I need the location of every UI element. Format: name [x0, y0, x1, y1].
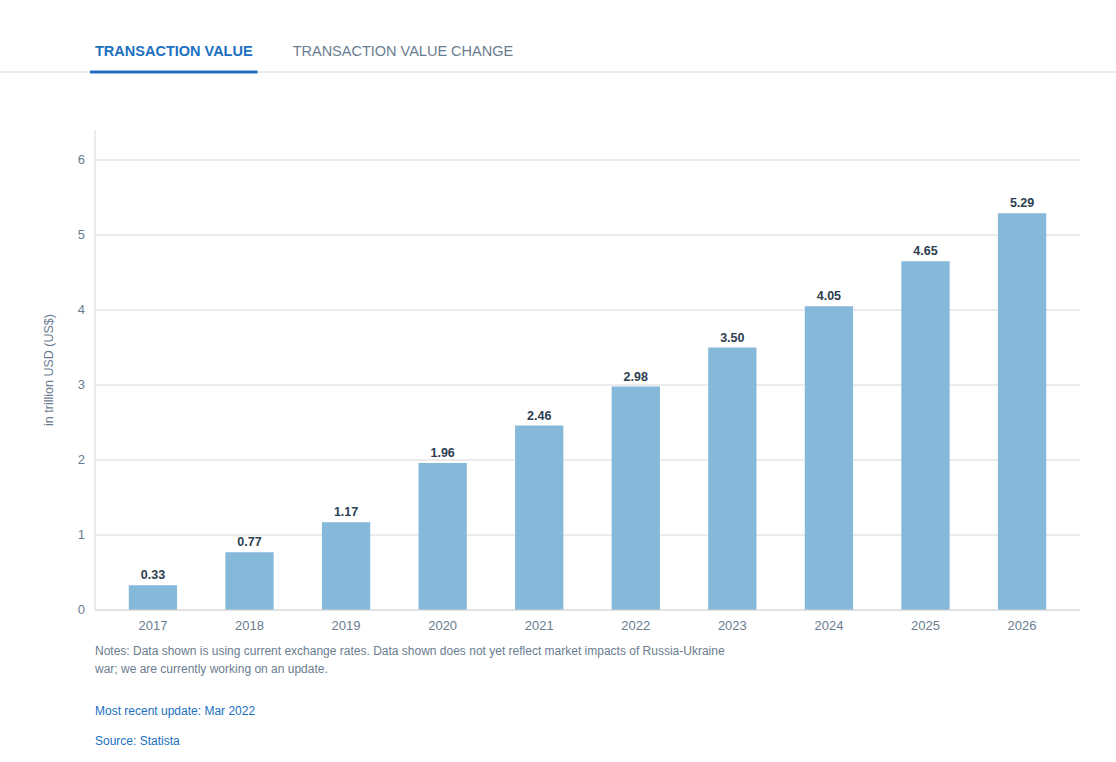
bar	[419, 463, 467, 610]
bars	[129, 213, 1046, 610]
notes: Notes: Data shown is using current excha…	[94, 644, 725, 676]
bar	[322, 522, 370, 610]
x-tick-label: 2024	[814, 618, 843, 633]
grid-line	[95, 235, 1080, 236]
x-tick-label: 2023	[718, 618, 747, 633]
bar	[708, 348, 756, 611]
data-label: 1.96	[430, 446, 454, 460]
bar	[805, 306, 853, 610]
x-tick-label: 2018	[235, 618, 264, 633]
source-note: Source: Statista	[95, 734, 180, 748]
data-label: 2.46	[527, 409, 551, 423]
y-tick-label: 3	[78, 377, 85, 392]
y-tick-label: 5	[78, 227, 85, 242]
data-label: 5.29	[1010, 196, 1034, 210]
tab-separator	[0, 72, 1116, 73]
tab-underline	[90, 71, 258, 74]
x-axis-line	[95, 610, 1080, 611]
grid-line	[95, 160, 1080, 161]
y-axis-line	[95, 130, 96, 610]
tab-inactive[interactable]: TRANSACTION VALUE CHANGE	[293, 43, 514, 59]
data-label: 0.77	[237, 535, 261, 549]
data-label: 0.33	[141, 568, 165, 582]
chart-container: 0 1 2 3 4 5 6 0.33 0.77 1.17 1.96 2.46 2.98 3.50 4.05 4…	[0, 0, 1116, 762]
bar	[225, 552, 273, 610]
bar	[998, 213, 1046, 610]
update-note: Most recent update: Mar 2022	[95, 704, 255, 718]
bar	[515, 426, 563, 611]
x-tick-label: 2026	[1008, 618, 1037, 633]
y-tick-label: 1	[78, 527, 85, 542]
grid-line	[95, 610, 1080, 611]
y-tick-label: 4	[78, 302, 85, 317]
data-label: 4.05	[817, 289, 841, 303]
x-tick-label: 2019	[332, 618, 361, 633]
data-label: 2.98	[624, 370, 648, 384]
chart-svg: 0 1 2 3 4 5 6 0.33 0.77 1.17 1.96 2.46 2.98 3.50 4.05 4…	[0, 0, 1116, 762]
x-tick-label: 2021	[525, 618, 554, 633]
bar	[129, 585, 177, 610]
y-axis-label: in trillion USD (US$)	[42, 314, 56, 426]
data-label: 4.65	[913, 244, 937, 258]
bar	[901, 261, 949, 610]
bar	[612, 387, 660, 611]
x-tick-label: 2017	[138, 618, 167, 633]
x-tick-label: 2020	[428, 618, 457, 633]
data-label: 3.50	[720, 331, 744, 345]
y-tick-label: 2	[78, 452, 85, 467]
y-tick-label: 6	[78, 152, 85, 167]
background	[0, 0, 1116, 762]
data-label: 1.17	[334, 505, 358, 519]
x-tick-label: 2025	[911, 618, 940, 633]
y-tick-label: 0	[78, 602, 85, 617]
tab-active[interactable]: TRANSACTION VALUE	[95, 43, 253, 59]
grid	[95, 160, 1080, 610]
x-tick-label: 2022	[621, 618, 650, 633]
